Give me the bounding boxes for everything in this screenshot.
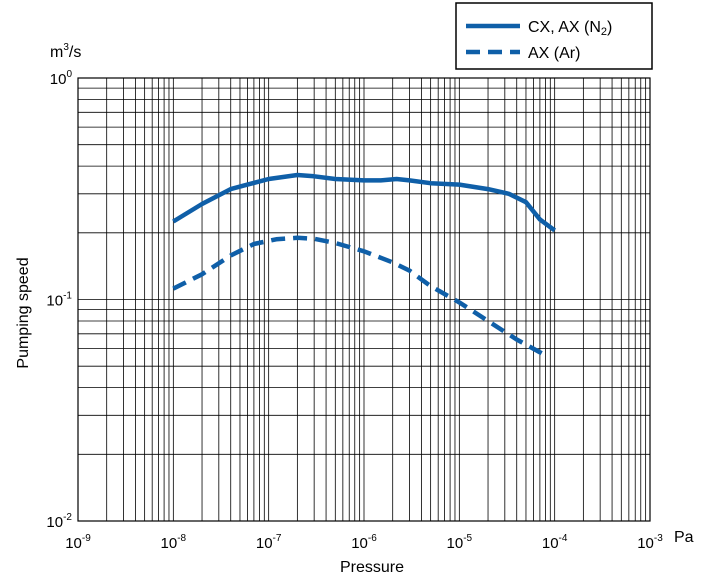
- y-unit-exponent: 3: [63, 42, 69, 53]
- plot-frame: [77, 77, 651, 522]
- x-tick-exponent: -5: [463, 533, 472, 544]
- y-tick-base: 10: [46, 293, 63, 310]
- x-tick-label: 10-6: [351, 533, 377, 552]
- legend-box: [455, 2, 653, 70]
- y-tick-exponent: -2: [63, 512, 72, 523]
- legend-label-main: CX, AX (N: [528, 19, 601, 36]
- n2-series-line: [172, 172, 557, 233]
- x-tick-exponent: -4: [559, 533, 568, 544]
- x-tick-label: 10-4: [542, 533, 568, 552]
- y-tick-exponent: 0: [66, 69, 72, 80]
- legend-label: AX (Ar): [528, 45, 580, 62]
- y-axis-title: Pumping speed: [15, 257, 32, 368]
- y-tick-label: 100: [50, 69, 73, 88]
- x-tick-exponent: -9: [82, 533, 91, 544]
- legend-label-sub: 2: [601, 26, 607, 38]
- x-tick-exponent: -7: [273, 533, 282, 544]
- y-tick-exponent: -1: [63, 291, 72, 302]
- x-tick-base: 10: [637, 535, 654, 552]
- legend-label-end: ): [607, 19, 612, 36]
- series-layer: [172, 172, 557, 358]
- x-tick-exponent: -6: [368, 533, 377, 544]
- x-tick-base: 10: [447, 535, 464, 552]
- legend-items: CX, AX (N2) AX (Ar): [466, 19, 612, 62]
- legend-label: CX, AX (N2): [528, 19, 612, 38]
- x-tick-label: 10-5: [447, 533, 473, 552]
- x-unit-label: Pa: [674, 529, 694, 546]
- x-tick-label: 10-7: [256, 533, 282, 552]
- x-tick-exponent: -3: [654, 533, 663, 544]
- y-tick-base: 10: [50, 71, 67, 88]
- y-tick-label: 10-1: [46, 291, 72, 310]
- x-tick-label: 10-8: [161, 533, 187, 552]
- x-tick-base: 10: [65, 535, 82, 552]
- x-tick-label: 10-9: [65, 533, 91, 552]
- y-tick-label: 10-2: [46, 512, 72, 531]
- y-tick-base: 10: [46, 514, 63, 531]
- x-tick-exponent: -8: [177, 533, 186, 544]
- y-unit-base: m: [50, 44, 63, 61]
- x-axis-title: Pressure: [340, 559, 404, 576]
- x-tick-base: 10: [351, 535, 368, 552]
- ar-series-line: [172, 235, 547, 358]
- x-tick-base: 10: [542, 535, 559, 552]
- legend: CX, AX (N2) AX (Ar): [455, 2, 653, 70]
- x-tick-label: 10-3: [637, 533, 663, 552]
- x-tick-base: 10: [161, 535, 178, 552]
- x-tick-base: 10: [256, 535, 273, 552]
- y-unit-label: m3/s: [50, 42, 81, 61]
- legend-label-main: AX (Ar): [528, 45, 580, 62]
- y-unit-rest: /s: [69, 44, 81, 61]
- grid: [77, 78, 650, 522]
